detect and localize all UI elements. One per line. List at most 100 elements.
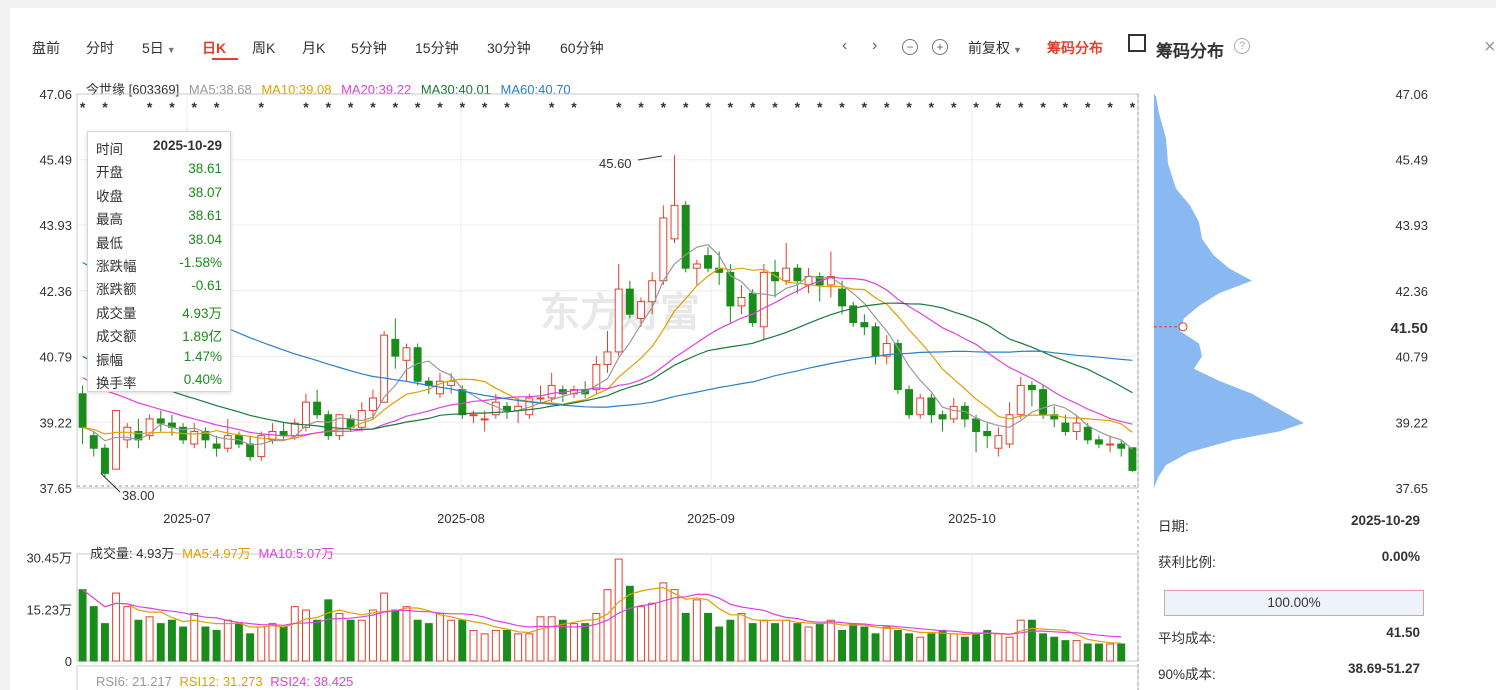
x-tick-label: 2025-07	[163, 511, 211, 526]
volume-bar	[491, 629, 500, 662]
volume-bar	[972, 633, 981, 662]
tab-label: 60分钟	[560, 40, 604, 56]
candle	[994, 435, 1003, 449]
candle	[737, 296, 746, 307]
ma-legend: 今世缘 [603369] MA5:38.68 MA10:39.08 MA20:3…	[86, 79, 577, 98]
volume-bar	[882, 626, 891, 662]
zoom-out-button[interactable]: −	[902, 39, 918, 55]
volume-bar	[1016, 619, 1025, 662]
tab-6[interactable]: 月K	[302, 38, 325, 58]
tooltip-row: 涨跌幅 -1.58%	[96, 255, 222, 275]
volume-bar	[447, 619, 456, 662]
volume-ma10-label: MA10:5.07万	[258, 546, 335, 561]
volume-tick-label: 0	[65, 654, 72, 669]
event-marker: *	[348, 99, 354, 115]
volume-legend: 成交量: 4.93万 MA5:4.97万 MA10:5.07万	[90, 543, 334, 562]
candle	[614, 288, 623, 353]
event-marker: *	[549, 99, 555, 115]
zoom-in-button[interactable]: +	[932, 39, 948, 55]
event-marker: *	[437, 99, 443, 115]
candle	[938, 414, 947, 420]
candle	[793, 267, 802, 282]
chip-y-tick-label: 47.06	[1395, 87, 1428, 102]
x-tick-label: 2025-10	[948, 511, 996, 526]
candle	[972, 418, 981, 432]
event-marker: *	[326, 99, 332, 115]
volume-bar	[156, 623, 165, 662]
tab-label: 周K	[252, 40, 276, 56]
event-marker: *	[303, 99, 309, 115]
candle	[201, 430, 210, 441]
candle	[1016, 384, 1025, 416]
volume-bar	[290, 606, 299, 662]
adjust-dropdown[interactable]: 前复权 ▼	[968, 38, 1022, 58]
volume-bar	[1117, 643, 1126, 662]
tab-2[interactable]: 分时	[86, 38, 114, 58]
chevron-down-icon: ▼	[1013, 45, 1022, 55]
help-icon[interactable]: ?	[1234, 38, 1250, 54]
tab-8[interactable]: 15分钟	[415, 38, 459, 58]
candle	[726, 271, 735, 307]
tab-1[interactable]: 盘前	[32, 38, 60, 58]
candle	[648, 280, 657, 303]
volume-bar	[1039, 633, 1048, 662]
volume-bar	[458, 619, 467, 662]
candle	[100, 447, 109, 474]
prev-arrow-button[interactable]: ‹	[842, 37, 848, 54]
kline-chart[interactable]: 47.06 47.06 45.49 45.49 43.93 43.93 42.36 42.36…	[10, 8, 1496, 690]
tab-4[interactable]: 日K	[202, 38, 226, 58]
next-arrow-button[interactable]: ›	[872, 37, 878, 54]
close-button[interactable]: ×	[1484, 36, 1496, 58]
candle	[447, 380, 456, 386]
event-marker: *	[1018, 99, 1024, 115]
candle	[89, 435, 98, 449]
tab-5[interactable]: 周K	[252, 38, 275, 58]
volume-bar	[759, 619, 768, 662]
volume-bar	[424, 623, 433, 662]
x-tick-label: 2025-09	[687, 511, 735, 526]
event-marker: *	[795, 99, 801, 115]
tab-10[interactable]: 60分钟	[560, 38, 604, 58]
volume-label: 成交量: 4.93万	[90, 546, 175, 561]
tab-label: 5日	[142, 40, 164, 56]
tooltip-row: 最高 38.61	[96, 208, 222, 228]
chip-panel-title: 筹码分布	[1156, 42, 1224, 61]
volume-bar	[592, 612, 601, 662]
candle	[1061, 422, 1070, 432]
tooltip-value: -1.58%	[179, 255, 222, 270]
tooltip-row: 涨跌额 -0.61	[96, 278, 222, 298]
ma20-label: MA20:39.22	[341, 82, 412, 97]
candle	[916, 397, 925, 416]
chip-y-tick-label: 43.93	[1395, 218, 1428, 233]
chevron-down-icon: ▼	[166, 45, 176, 55]
volume-bar	[994, 633, 1003, 662]
chip-y-tick-label: 45.49	[1395, 153, 1428, 168]
volume-bar	[480, 633, 489, 662]
tooltip-row: 收盘 38.07	[96, 185, 222, 205]
volume-bar	[916, 636, 925, 662]
volume-bar	[324, 599, 333, 662]
tab-9[interactable]: 30分钟	[487, 38, 531, 58]
volume-bar	[692, 599, 701, 662]
candle	[960, 405, 969, 420]
tab-3[interactable]: 5日 ▼	[142, 38, 176, 58]
candle	[949, 405, 958, 420]
event-marker: *	[102, 99, 108, 115]
candle	[692, 263, 701, 269]
chip-toggle-button[interactable]: 筹码分布	[1047, 40, 1103, 56]
y-tick-label: 39.22	[39, 415, 72, 430]
candle	[246, 443, 255, 458]
expand-icon[interactable]	[1128, 34, 1146, 52]
tab-label: 5分钟	[351, 40, 387, 56]
candle	[380, 334, 389, 403]
volume-bar	[570, 623, 578, 662]
y-tick-label: 47.06	[39, 87, 72, 102]
volume-bar	[715, 626, 724, 662]
event-marker: *	[683, 99, 689, 115]
tooltip-label: 收盘	[96, 188, 123, 204]
tooltip-row: 时间 2025-10-29	[96, 138, 222, 158]
stock-name: 今世缘 [603369]	[86, 82, 180, 97]
tab-7[interactable]: 5分钟	[351, 38, 387, 58]
candle	[983, 430, 992, 437]
volume-bar	[860, 626, 869, 662]
